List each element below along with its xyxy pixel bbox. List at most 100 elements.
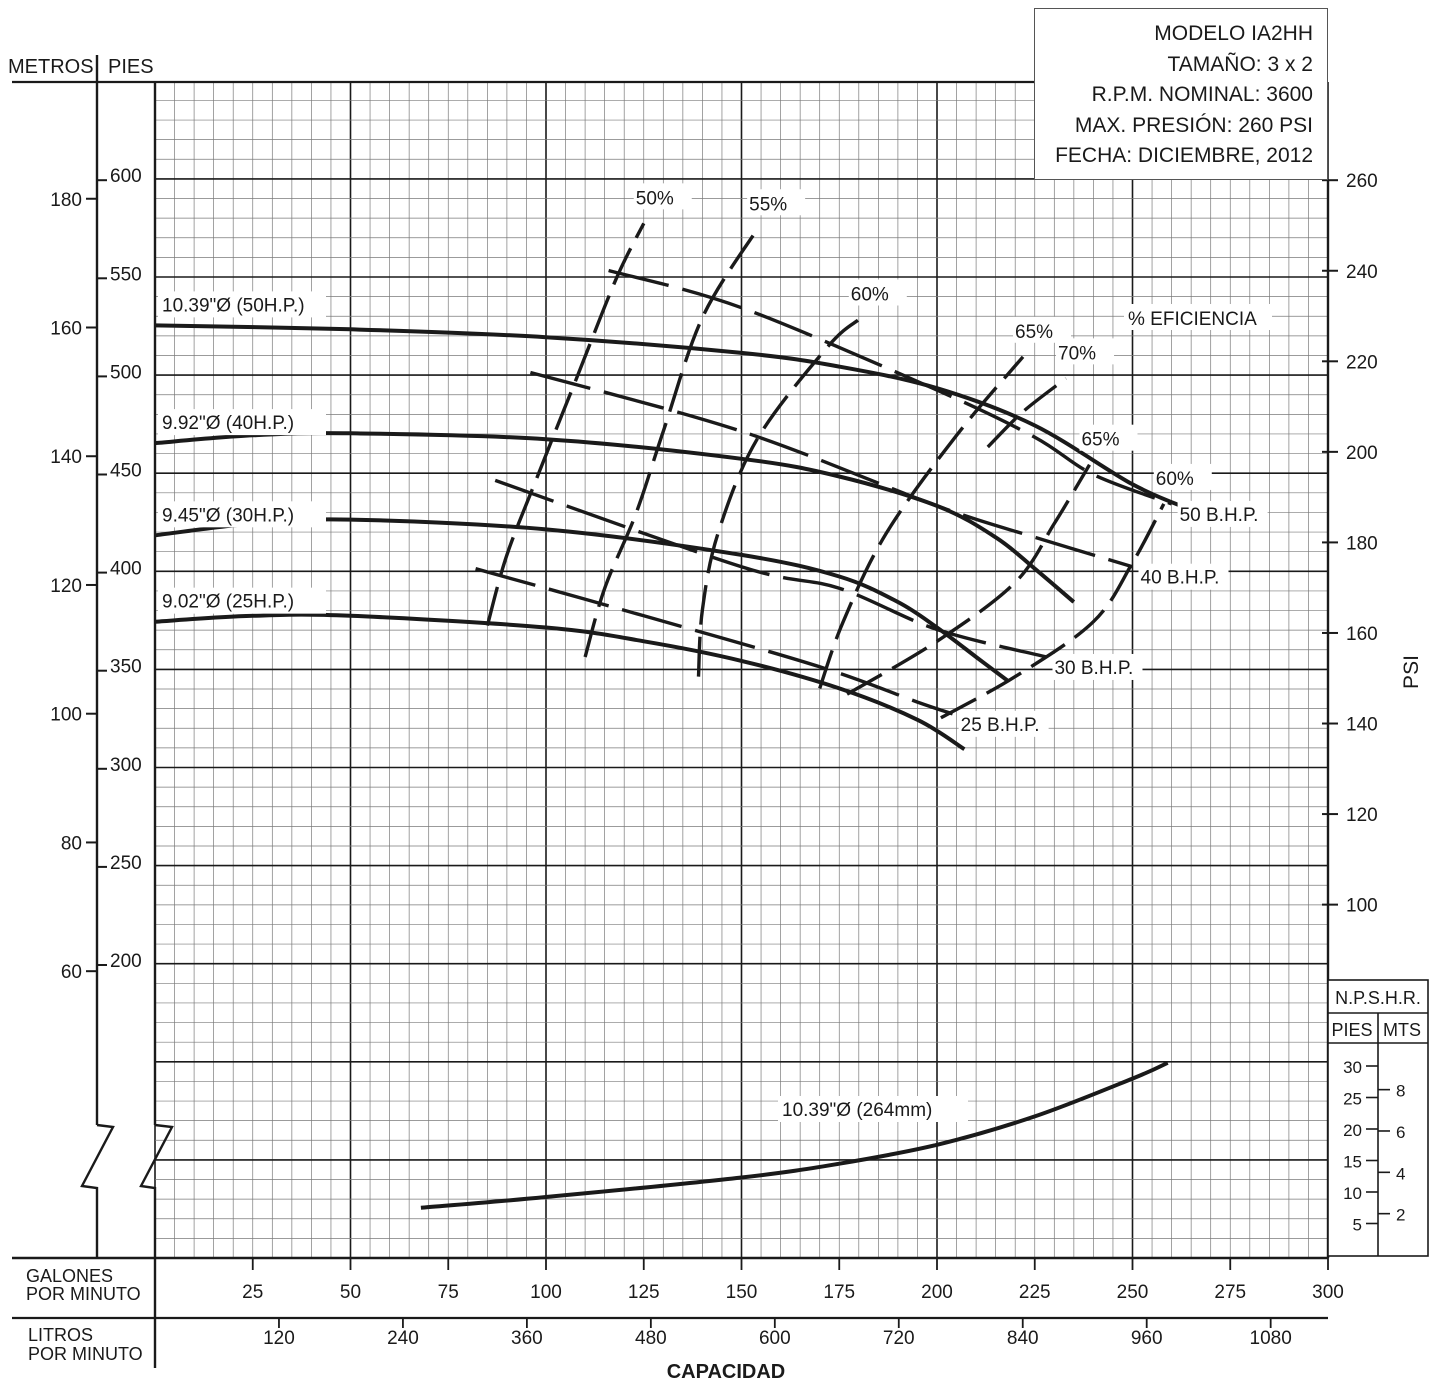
lpm-tick-label: 1080 [1250, 1328, 1292, 1349]
npshr-title: N.P.S.H.R. [1335, 988, 1421, 1008]
pies-tick-label: 250 [110, 853, 142, 874]
psi-tick-label: 160 [1346, 624, 1378, 645]
metros-axis-break [80, 1123, 115, 1258]
pies-tick-label: 300 [110, 755, 142, 776]
model-line: MODELO IA2HH [1154, 22, 1313, 45]
efficiency-label-bg [1056, 338, 1115, 365]
npshr-pies-tick-label: 10 [1343, 1184, 1362, 1203]
gpm-tick-label: 100 [530, 1282, 562, 1303]
efficiency-line [583, 228, 759, 658]
bhp-line [475, 567, 954, 716]
efficiency-line [846, 463, 1091, 696]
npshr-pies-tick-label: 30 [1343, 1058, 1362, 1077]
npshr-panel: N.P.S.H.R. PIES MTS 30 25 20 15 10 5 8 6 4 2 10.39"Ø … [420, 979, 1429, 1257]
pies-tick-label: 450 [110, 461, 142, 482]
impeller-label: 9.02"Ø (25H.P.) [162, 592, 294, 613]
psi-tick-label: 120 [1346, 805, 1378, 826]
impeller-curves: 10.39"Ø (50H.P.) 9.92"Ø (40H.P.) 9.45"Ø (3… [154, 291, 1192, 751]
size-line: TAMAÑO: 3 x 2 [1167, 52, 1313, 76]
metros-tick-label: 180 [50, 190, 82, 211]
metros-label: METROS [8, 56, 94, 78]
bhp-label-bg [1177, 500, 1268, 527]
lpm-tick-label: 720 [883, 1328, 915, 1349]
efficiency-label: 65% [1015, 322, 1053, 343]
npshr-mts-label: MTS [1383, 1020, 1421, 1040]
efficiency-label: 55% [749, 194, 787, 215]
impeller-label-bg [158, 409, 326, 436]
bhp-lines: 50 B.H.P. 40 B.H.P. 30 B.H.P. 25 B.H.P. [475, 268, 1268, 737]
metros-tick-label: 120 [50, 576, 82, 597]
efficiency-label: 70% [1058, 343, 1096, 364]
npshr-pies-tick-label: 20 [1343, 1121, 1362, 1140]
npshr-pies-tick-label: 25 [1343, 1090, 1362, 1109]
pies-axis-break [139, 1123, 174, 1258]
npshr-curve [420, 1060, 1169, 1210]
pies-tick-label: 600 [110, 166, 142, 187]
bhp-label: 50 B.H.P. [1180, 505, 1259, 526]
bhp-line [494, 478, 1047, 659]
pies-tick-label: 500 [110, 362, 142, 383]
psi-tick-label: 200 [1346, 443, 1378, 464]
metros-tick-label: 80 [61, 833, 82, 854]
impeller-label-bg [158, 291, 326, 318]
capacidad-label: CAPACIDAD [667, 1361, 786, 1382]
bhp-label-bg [1052, 653, 1143, 680]
efficiency-label-bg [848, 279, 907, 306]
efficiency-lines: 50% 55%60%65%70%65%60%% EFICIENCIA [485, 183, 1272, 720]
bhp-label-bg [958, 710, 1049, 737]
metros-tick-label: 140 [50, 447, 82, 468]
psi-tick-label: 180 [1346, 533, 1378, 554]
metros-tick-label: 160 [50, 318, 82, 339]
bhp-label: 40 B.H.P. [1141, 568, 1220, 589]
npshr-mts-tick-label: 6 [1396, 1123, 1405, 1142]
lpm-tick-label: 120 [263, 1328, 295, 1349]
lpm-label: POR MINUTO [28, 1344, 143, 1364]
psi-tick-label: 100 [1346, 896, 1378, 917]
pressure-line: MAX. PRESIÓN: 260 PSI [1074, 113, 1313, 137]
pies-tick-label: 350 [110, 657, 142, 678]
efficiency-label-bg [1079, 424, 1138, 451]
efficiency-title-bg [1124, 304, 1272, 330]
efficiency-line [818, 355, 1025, 689]
psi-tick-label: 240 [1346, 262, 1378, 283]
impeller-curve [154, 612, 966, 751]
gpm-tick-label: 225 [1019, 1282, 1051, 1303]
psi-tick-label: 220 [1346, 352, 1378, 373]
efficiency-line [696, 318, 860, 677]
bhp-line [529, 370, 1133, 569]
gpm-tick-label: 150 [726, 1282, 758, 1303]
npshr-pies-label: PIES [1331, 1020, 1372, 1040]
gpm-tick-label: 50 [340, 1282, 361, 1303]
impeller-label-bg [158, 501, 326, 528]
axes: METROS PIES180160140120100806060055050045… [8, 55, 1423, 1382]
npshr-pies-tick-label: 5 [1353, 1216, 1362, 1235]
rpm-line: R.P.M. NOMINAL: 3600 [1091, 83, 1313, 106]
impeller-label: 9.92"Ø (40H.P.) [162, 413, 294, 434]
psi-tick-label: 260 [1346, 171, 1378, 192]
bhp-label: 25 B.H.P. [961, 715, 1040, 736]
npshr-curve-label-bg [778, 1096, 968, 1122]
pies-tick-label: 400 [110, 559, 142, 580]
efficiency-label: 60% [851, 285, 889, 306]
gpm-tick-label: 300 [1312, 1282, 1344, 1303]
efficiency-label: 65% [1081, 430, 1119, 451]
pies-label: PIES [108, 56, 154, 78]
metros-tick-label: 60 [61, 962, 82, 983]
efficiency-label-bg [633, 183, 692, 210]
efficiency-label: 60% [1156, 469, 1194, 490]
npshr-mts-tick-label: 8 [1396, 1082, 1405, 1101]
lpm-tick-label: 960 [1131, 1328, 1163, 1349]
npshr-curve-label: 10.39"Ø (264mm) [782, 1100, 932, 1121]
impeller-label: 10.39"Ø (50H.P.) [162, 295, 305, 316]
bhp-label-bg [1138, 563, 1229, 590]
impeller-label-bg [158, 587, 326, 614]
lpm-tick-label: 600 [759, 1328, 791, 1349]
gpm-tick-label: 75 [438, 1282, 459, 1303]
bhp-label: 30 B.H.P. [1054, 658, 1133, 679]
impeller-label: 9.45"Ø (30H.P.) [162, 505, 294, 526]
npshr-mts-tick-label: 4 [1396, 1164, 1405, 1183]
lpm-tick-label: 840 [1007, 1328, 1039, 1349]
impeller-curve [154, 323, 1192, 512]
grid [154, 82, 1329, 1259]
